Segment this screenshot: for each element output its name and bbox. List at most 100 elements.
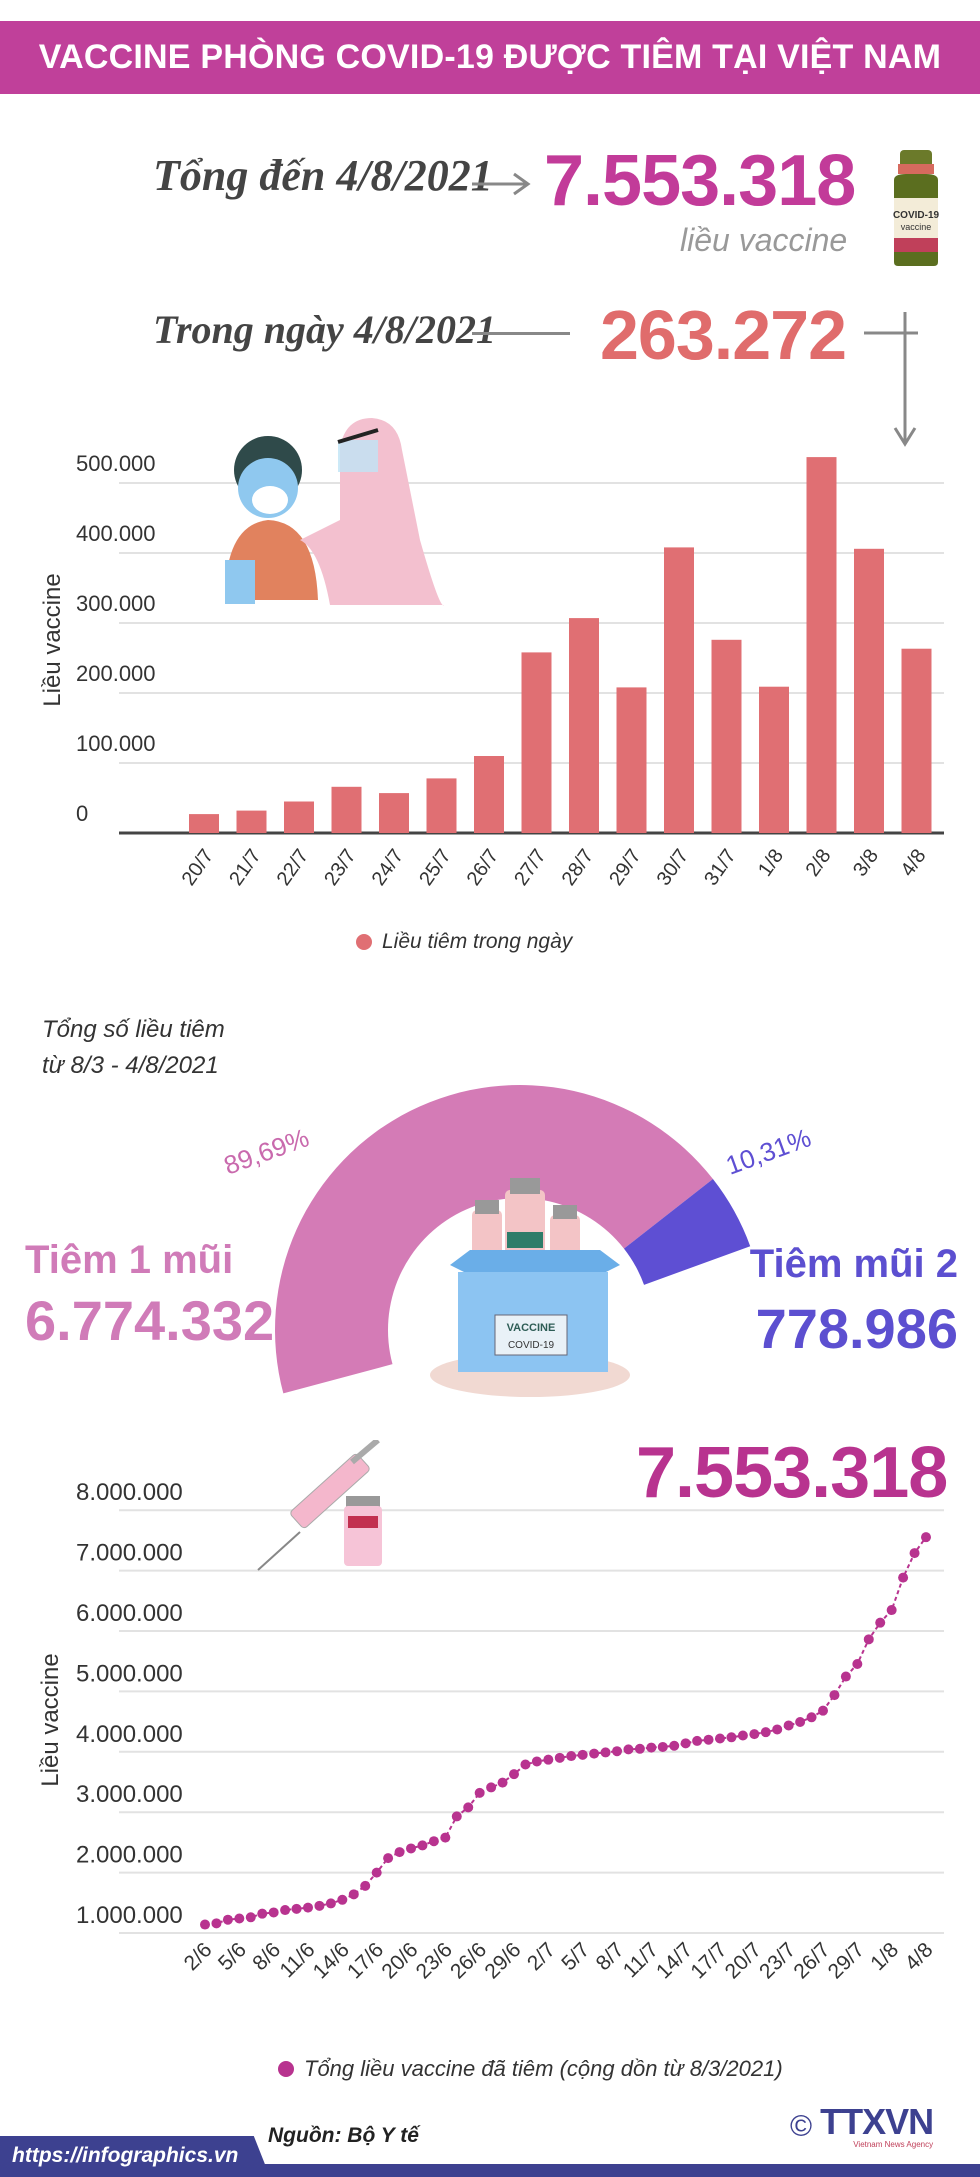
data-point — [852, 1658, 863, 1669]
data-point — [314, 1900, 325, 1911]
gauge-segment-dose1 — [275, 1085, 713, 1394]
data-point — [657, 1741, 668, 1752]
data-point — [268, 1907, 279, 1918]
data-point — [795, 1717, 806, 1728]
x-tick-label: 23/6 — [412, 1938, 457, 1983]
vaccine-bottle-icon: COVID-19 vaccine — [893, 150, 940, 266]
data-point — [680, 1738, 691, 1749]
data-point — [531, 1756, 542, 1767]
data-point — [703, 1734, 714, 1745]
x-tick-label: 21/7 — [225, 845, 265, 890]
x-tick-label: 23/7 — [755, 1938, 800, 1983]
y-tick-label: 5.000.000 — [76, 1660, 183, 1687]
legend-label: Liều tiêm trong ngày — [382, 930, 573, 953]
data-point — [863, 1634, 874, 1645]
x-tick-label: 1/8 — [866, 1938, 903, 1975]
daily-value: 263.272 — [600, 296, 847, 374]
dose2-percent: 10,31% — [722, 1122, 815, 1180]
data-point — [417, 1840, 428, 1851]
data-point — [772, 1724, 783, 1735]
data-point — [509, 1769, 519, 1780]
data-point — [463, 1802, 474, 1813]
bar-25/7 — [426, 778, 457, 833]
x-tick-label: 26/6 — [446, 1938, 491, 1983]
vaccination-illustration — [225, 418, 444, 606]
data-point — [737, 1730, 748, 1741]
copyright-icon: © — [790, 2109, 813, 2143]
data-point — [669, 1740, 680, 1751]
data-point — [646, 1742, 657, 1753]
x-tick-label: 26/7 — [789, 1938, 834, 1983]
x-tick-label: 27/7 — [510, 845, 550, 890]
dose1-percent: 89,69% — [220, 1122, 313, 1180]
data-point — [440, 1832, 451, 1843]
doses-title: Tổng số liều tiêm từ 8/3 - 4/8/2021 — [42, 1012, 225, 1084]
data-point — [898, 1572, 909, 1583]
legend-dot — [278, 2061, 294, 2077]
data-point — [818, 1705, 828, 1716]
x-tick-label: 4/8 — [901, 1938, 938, 1975]
logo-text: TTXVN — [820, 2101, 934, 2142]
dose-gauge-chart: 89,69% 10,31% VACCINE COVID-19 — [220, 1085, 815, 1397]
y-tick-label: 7.000.000 — [76, 1540, 183, 1567]
x-tick-label: 29/6 — [480, 1938, 525, 1983]
url-text[interactable]: https://infographics.vn — [12, 2144, 239, 2167]
total-value: 7.553.318 — [544, 141, 856, 221]
svg-text:COVID-19: COVID-19 — [893, 210, 940, 221]
box-label-2: COVID-19 — [508, 1340, 555, 1351]
y-tick-label: 400.000 — [76, 521, 156, 546]
y-tick-label: 6.000.000 — [76, 1600, 183, 1627]
y-tick-label: 500.000 — [76, 451, 156, 476]
x-tick-label: 11/6 — [275, 1938, 319, 1982]
data-point — [394, 1847, 405, 1858]
bar-24/7 — [379, 793, 409, 833]
y-axis-label: Liều vaccine — [37, 1653, 64, 1786]
doses-title-line2: từ 8/3 - 4/8/2021 — [42, 1052, 219, 1079]
data-point — [909, 1548, 920, 1559]
bar-20/7 — [189, 814, 219, 833]
cumulative-doses-line-chart: Liều vaccine 1.000.000 2.000.000 3.000.000… — [37, 1440, 944, 1983]
data-point — [806, 1712, 817, 1723]
legend-dot — [356, 934, 372, 950]
data-point — [543, 1754, 554, 1765]
x-tick-label: 29/7 — [824, 1938, 869, 1983]
data-point — [383, 1853, 394, 1864]
x-tick-label: 20/7 — [721, 1938, 766, 1983]
x-tick-label: 3/8 — [849, 845, 883, 880]
data-point — [303, 1902, 313, 1913]
x-tick-label: 5/6 — [214, 1938, 251, 1975]
data-point — [760, 1727, 771, 1738]
x-tick-label: 20/7 — [178, 845, 218, 890]
data-point — [371, 1867, 382, 1878]
data-point — [325, 1898, 336, 1909]
source-text: Nguồn: Bộ Y tế — [268, 2124, 419, 2147]
data-point — [840, 1671, 851, 1682]
bar-26/7 — [474, 756, 504, 833]
data-point — [612, 1746, 622, 1757]
x-tick-label: 17/6 — [343, 1938, 388, 1983]
data-point — [497, 1777, 508, 1788]
data-point — [829, 1690, 840, 1701]
x-tick-label: 2/8 — [802, 845, 836, 880]
x-tick-label: 14/7 — [652, 1938, 697, 1983]
legend-label: Tổng liều vaccine đã tiêm (cộng dồn từ 8… — [304, 2056, 783, 2081]
data-point — [600, 1747, 611, 1758]
cumulative-total-value: 7.553.318 — [636, 1433, 948, 1513]
footer-url-link[interactable]: https://infographics.vn — [0, 2136, 270, 2177]
bar-3/8 — [854, 548, 884, 833]
series-line — [204, 1536, 927, 1926]
data-point — [280, 1905, 291, 1916]
y-tick-label: 100.000 — [76, 731, 156, 756]
daily-doses-bar-chart: Liều vaccine 0 100.000 200.000 300.000 400.0… — [39, 418, 944, 890]
bar-22/7 — [284, 801, 314, 833]
data-point — [406, 1843, 416, 1854]
data-point — [692, 1735, 703, 1746]
vaccine-box-icon: VACCINE COVID-19 — [430, 1178, 630, 1397]
data-point — [451, 1811, 462, 1822]
data-point — [886, 1605, 897, 1616]
data-point — [726, 1732, 737, 1743]
bar-2/8 — [806, 457, 837, 833]
data-point — [715, 1733, 725, 1744]
dose1-value: 6.774.332 — [25, 1289, 275, 1352]
bar-23/7 — [331, 786, 362, 833]
